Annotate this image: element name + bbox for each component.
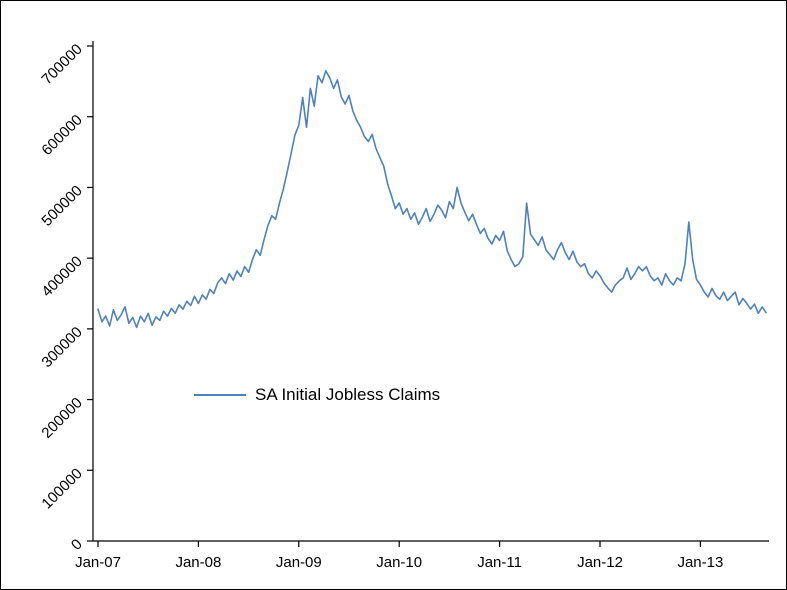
x-axis-tick-label: Jan-12 [577,554,623,571]
y-axis-tick-label: 500000 [38,182,85,229]
y-axis-tick-label: 0 [68,536,86,554]
x-axis-tick-label: Jan-13 [677,554,723,571]
y-axis-tick-label: 200000 [38,394,85,441]
y-axis-tick-label: 300000 [38,324,85,371]
x-axis-tick-label: Jan-09 [276,554,322,571]
x-axis-tick-label: Jan-08 [175,554,221,571]
x-axis-tick-label: Jan-10 [376,554,422,571]
y-axis-tick-label: 400000 [38,253,85,300]
series-line [97,70,767,329]
legend-label: SA Initial Jobless Claims [255,385,441,404]
legend-line-sample [194,394,246,396]
axis-lines [92,41,769,542]
y-axis-tick-label: 700000 [38,41,85,88]
legend: SA Initial Jobless Claims [194,385,440,405]
y-axis-tick-label: 100000 [38,465,85,512]
x-axis-tick-label: Jan-11 [477,554,522,571]
y-axis-tick-label: 600000 [38,112,85,159]
x-axis-tick-label: Jan-07 [75,554,121,571]
